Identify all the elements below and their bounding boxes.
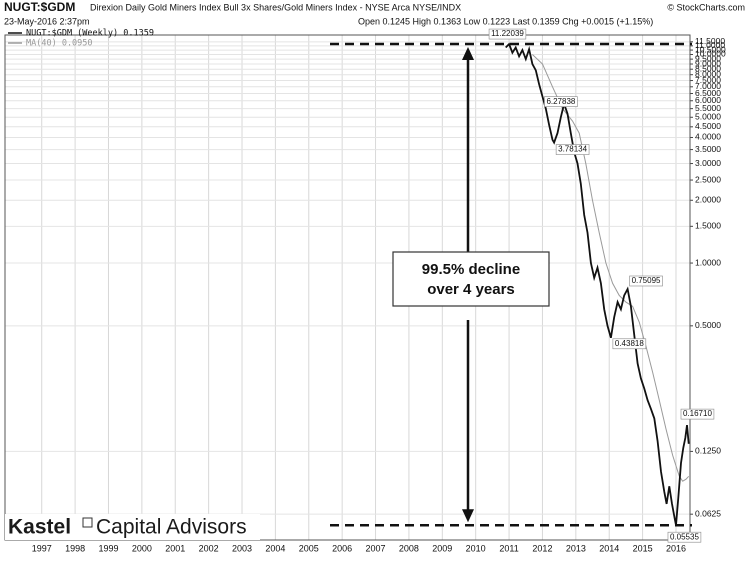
annotation-box bbox=[488, 28, 527, 40]
y-tick-label: 2.0000 bbox=[695, 195, 721, 205]
annotation-label: 6.27838 bbox=[546, 97, 575, 106]
annotation-box bbox=[555, 144, 590, 155]
y-tick-label: 1.0000 bbox=[695, 257, 721, 267]
source: © StockCharts.com bbox=[667, 2, 745, 12]
annotation: 0.16710 bbox=[680, 408, 715, 420]
y-tick-label: 0.1250 bbox=[695, 446, 721, 456]
y-tick-label: 5.0000 bbox=[695, 112, 721, 122]
annotation: 3.78134 bbox=[555, 144, 590, 155]
chart-title: NUGT:$GDM bbox=[4, 0, 75, 14]
watermark-icon bbox=[82, 517, 93, 528]
y-tick-label: 9.0000 bbox=[695, 58, 721, 68]
legend-label: MA(40) 0.0950 bbox=[26, 39, 93, 49]
x-tick-label: 2009 bbox=[432, 543, 452, 553]
x-tick-label: 2005 bbox=[299, 543, 319, 553]
y-tick-label: 1.5000 bbox=[695, 221, 721, 231]
y-tick-label: 7.0000 bbox=[695, 81, 721, 91]
callout-box bbox=[392, 251, 550, 307]
plot-frame bbox=[4, 34, 691, 541]
watermark-bg bbox=[5, 514, 260, 540]
chart-date: 23-May-2016 2:37pm bbox=[4, 16, 90, 26]
y-tick-label: 4.0000 bbox=[695, 132, 721, 142]
arrow-head bbox=[462, 47, 474, 61]
x-tick-label: 2015 bbox=[633, 543, 653, 553]
annotation-label: 3.78134 bbox=[558, 145, 587, 154]
x-tick-label: 2002 bbox=[199, 543, 219, 553]
x-tick-label: 2001 bbox=[165, 543, 185, 553]
x-tick-label: 2006 bbox=[332, 543, 352, 553]
x-tick-label: 2007 bbox=[366, 543, 386, 553]
annotation-label: 0.16710 bbox=[683, 409, 712, 418]
y-tick-label: 11.0000 bbox=[695, 40, 725, 50]
y-tick-label: 0.0625 bbox=[695, 508, 721, 518]
annotation-label: 0.75095 bbox=[632, 276, 661, 285]
y-tick-label: 10.5000 bbox=[695, 44, 726, 54]
quote: Open 0.1245 High 0.1363 Low 0.1223 Last … bbox=[358, 16, 653, 26]
y-tick-label: 3.0000 bbox=[695, 158, 721, 168]
annotation: 11.22039 bbox=[488, 28, 527, 40]
x-tick-label: 1999 bbox=[98, 543, 118, 553]
x-tick-label: 2011 bbox=[499, 543, 518, 553]
y-tick-label: 5.5000 bbox=[695, 103, 721, 113]
annotation-box bbox=[612, 338, 647, 350]
annotation-box bbox=[544, 96, 578, 107]
x-tick-label: 2014 bbox=[599, 543, 619, 553]
y-tick-label: 7.5000 bbox=[695, 75, 721, 85]
y-tick-label: 11.5000 bbox=[695, 36, 725, 46]
x-tick-label: 1998 bbox=[65, 543, 85, 553]
x-tick-label: 2004 bbox=[265, 543, 285, 553]
annotation: 0.75095 bbox=[629, 275, 663, 287]
y-tick-label: 4.5000 bbox=[695, 121, 721, 131]
chart-subtitle: Direxion Daily Gold Miners Index Bull 3x… bbox=[90, 2, 461, 12]
y-tick-label: 0.5000 bbox=[695, 320, 721, 330]
y-tick-label: 8.0000 bbox=[695, 69, 721, 79]
x-tick-label: 2016 bbox=[666, 543, 686, 553]
y-tick-label: 6.5000 bbox=[695, 88, 721, 98]
watermark: Kastel bbox=[8, 516, 71, 539]
y-tick-label: 3.5000 bbox=[695, 144, 721, 154]
y-tick-label: 9.5000 bbox=[695, 53, 721, 63]
x-tick-label: 1997 bbox=[32, 543, 52, 553]
y-tick-label: 10.0000 bbox=[695, 49, 726, 59]
annotation: 0.43818 bbox=[612, 338, 647, 350]
callout-text: 99.5% decline bbox=[422, 261, 520, 278]
x-tick-label: 2013 bbox=[566, 543, 586, 553]
annotation-label: 11.22039 bbox=[491, 29, 524, 38]
x-tick-label: 2012 bbox=[532, 543, 552, 553]
arrow-head bbox=[462, 509, 474, 523]
series-line bbox=[505, 42, 690, 526]
y-tick-label: 8.5000 bbox=[695, 63, 721, 73]
x-tick-label: 2000 bbox=[132, 543, 152, 553]
annotation: 0.05535 bbox=[667, 531, 702, 543]
callout-text: over 4 years bbox=[427, 281, 515, 298]
legend-label: NUGT:$GDM (Weekly) 0.1359 bbox=[26, 29, 154, 39]
annotation-label: 0.43818 bbox=[615, 339, 644, 348]
y-tick-label: 2.5000 bbox=[695, 174, 721, 184]
x-tick-label: 2003 bbox=[232, 543, 252, 553]
annotation-box bbox=[680, 408, 715, 420]
annotation-label: 0.05535 bbox=[670, 532, 699, 541]
x-tick-label: 2010 bbox=[466, 543, 486, 553]
annotation-box bbox=[629, 275, 663, 287]
watermark: Capital Advisors bbox=[96, 516, 247, 539]
annotation-box bbox=[667, 531, 702, 543]
y-tick-label: 6.0000 bbox=[695, 95, 721, 105]
x-tick-label: 2008 bbox=[399, 543, 419, 553]
annotation: 6.27838 bbox=[544, 96, 578, 107]
